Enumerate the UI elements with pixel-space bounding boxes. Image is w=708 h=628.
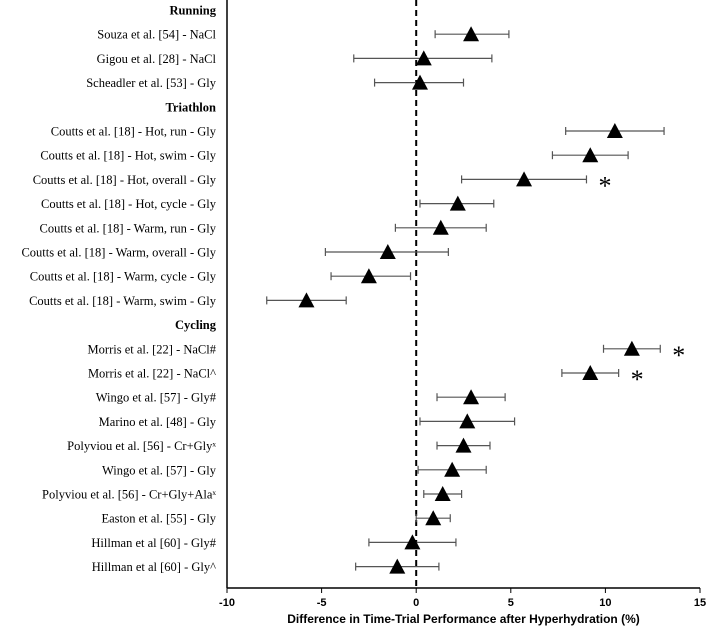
mean-marker <box>434 486 451 501</box>
mean-marker <box>459 413 476 429</box>
mean-marker <box>449 195 466 211</box>
x-tick-label: 5 <box>508 597 514 609</box>
x-tick-label: 0 <box>413 597 419 609</box>
plot-rows: Running Souza et al. [54] - NaCl Gigou et … <box>21 4 685 575</box>
study-label: Polyviou et al. [56] - Cr+Gly+Alaˣ <box>42 488 216 502</box>
group-header: Triathlon <box>166 100 217 114</box>
mean-marker <box>379 244 396 259</box>
mean-marker <box>298 292 315 308</box>
study-label: Morris et al. [22] - NaCl# <box>88 342 217 356</box>
plot-lines <box>226 0 700 589</box>
study-label: Coutts et al. [18] - Warm, cycle - Gly <box>30 270 217 284</box>
x-axis-label: Difference in Time-Trial Performance aft… <box>287 612 640 626</box>
mean-marker <box>463 389 480 405</box>
mean-marker <box>411 74 428 90</box>
mean-marker <box>455 437 472 453</box>
significance-asterisk: * <box>672 341 685 370</box>
x-tick-label: 10 <box>599 597 611 609</box>
mean-marker <box>463 26 480 42</box>
study-label: Coutts et al. [18] - Hot, swim - Gly <box>40 149 216 163</box>
mean-marker <box>516 171 533 187</box>
x-tick-label: 15 <box>694 597 706 609</box>
group-header: Running <box>169 4 216 18</box>
mean-marker <box>360 268 377 284</box>
mean-marker <box>623 340 640 356</box>
mean-marker <box>404 534 421 550</box>
mean-marker <box>582 365 599 380</box>
study-label: Coutts et al. [18] - Warm, run - Gly <box>39 221 216 235</box>
study-label: Coutts et al. [18] - Warm, overall - Gly <box>21 246 216 260</box>
study-label: Morris et al. [22] - NaCl^ <box>88 367 216 381</box>
mean-marker <box>444 461 461 477</box>
mean-marker <box>425 510 442 526</box>
study-label: Polyviou et al. [56] - Cr+Glyˣ <box>67 439 216 453</box>
x-axis-ticks: -10 -5 0 5 10 15 <box>219 588 706 609</box>
mean-marker <box>606 123 623 138</box>
study-label: Scheadler et al. [53] - Gly <box>86 76 217 90</box>
study-label: Coutts et al. [18] - Warm, swim - Gly <box>29 294 217 308</box>
x-tick-label: -10 <box>219 597 235 609</box>
mean-marker <box>415 50 432 66</box>
mean-marker <box>389 558 406 574</box>
study-label: Souza et al. [54] - NaCl <box>97 28 216 42</box>
study-label: Hillman et al [60] - Gly# <box>91 536 216 550</box>
significance-asterisk: * <box>631 365 644 394</box>
study-label: Wingo et al. [57] - Gly# <box>96 391 217 405</box>
group-header: Cycling <box>175 318 217 332</box>
study-label: Coutts et al. [18] - Hot, cycle - Gly <box>41 197 217 211</box>
study-label: Gigou et al. [28] - NaCl <box>97 52 217 66</box>
study-label: Wingo et al. [57] - Gly <box>102 463 217 477</box>
study-label: Easton et al. [55] - Gly <box>101 512 216 526</box>
x-tick-label: -5 <box>317 597 327 609</box>
significance-asterisk: * <box>598 171 611 200</box>
study-label: Coutts et al. [18] - Hot, run - Gly <box>51 125 217 139</box>
mean-marker <box>432 219 449 235</box>
study-label: Marino et al. [48] - Gly <box>99 415 217 429</box>
study-label: Coutts et al. [18] - Hot, overall - Gly <box>33 173 217 187</box>
mean-marker <box>582 147 599 163</box>
study-label: Hillman et al [60] - Gly^ <box>92 560 216 574</box>
